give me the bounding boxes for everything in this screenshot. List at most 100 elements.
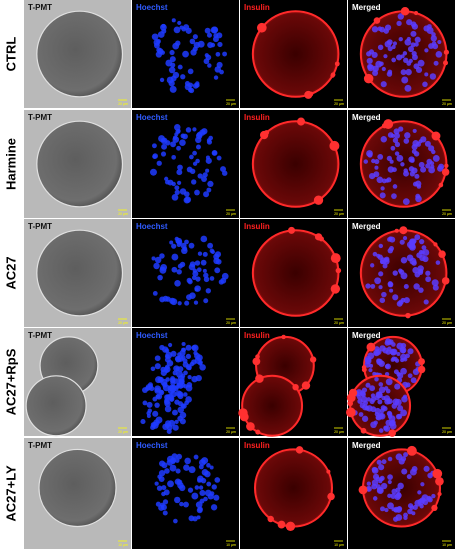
- insulin-spot: [432, 468, 443, 479]
- nucleus: [150, 421, 157, 428]
- nucleus: [404, 132, 411, 139]
- nucleus: [156, 47, 162, 53]
- panel-background: [132, 328, 239, 436]
- insulin-spot: [418, 358, 425, 366]
- insulin-spot: [400, 6, 410, 16]
- nucleus: [174, 189, 180, 195]
- nucleus: [158, 389, 165, 396]
- image-panel: [132, 219, 239, 327]
- scale-label: 20 µm: [118, 430, 128, 434]
- nucleus: [166, 424, 173, 431]
- nucleus: [140, 419, 146, 425]
- nucleus: [378, 428, 384, 433]
- nucleus: [422, 499, 429, 506]
- insulin-spot: [435, 476, 444, 486]
- nucleus: [417, 490, 422, 495]
- nucleus: [418, 161, 425, 168]
- nucleus: [379, 345, 386, 352]
- scale-label: 20 µm: [118, 212, 128, 216]
- nucleus: [184, 457, 191, 465]
- nucleus: [176, 382, 181, 387]
- insulin-spot: [287, 226, 296, 234]
- image-panel: [348, 110, 455, 218]
- nucleus: [418, 287, 424, 293]
- nucleus: [379, 259, 385, 265]
- nucleus: [424, 48, 429, 53]
- nucleus: [391, 44, 396, 50]
- nucleus: [214, 251, 222, 258]
- insulin-spot: [383, 119, 394, 129]
- nucleus: [366, 481, 371, 486]
- insulin-spot: [246, 422, 255, 431]
- nucleus: [194, 485, 200, 490]
- nucleus: [387, 281, 393, 287]
- nucleus: [151, 256, 156, 261]
- nucleus: [400, 69, 407, 76]
- nucleus: [170, 62, 176, 68]
- insulin-signal: [253, 448, 334, 528]
- nucleus: [179, 501, 184, 507]
- nucleus: [387, 346, 392, 351]
- nucleus: [425, 276, 432, 283]
- nucleus: [406, 474, 412, 480]
- nucleus: [183, 501, 189, 508]
- nucleus: [379, 61, 384, 67]
- nucleus: [390, 145, 396, 151]
- nucleus: [187, 82, 194, 88]
- nucleus: [408, 58, 413, 63]
- nucleus: [196, 267, 202, 273]
- nucleus: [388, 420, 396, 427]
- nucleus: [378, 271, 384, 277]
- image-panel: [24, 328, 131, 437]
- nucleus: [420, 166, 427, 173]
- nucleus: [146, 410, 151, 416]
- nucleus: [166, 359, 174, 367]
- nucleus: [185, 127, 192, 133]
- nucleus: [376, 176, 384, 184]
- panel-background: [132, 219, 239, 327]
- nucleus: [154, 402, 160, 408]
- nucleus: [412, 139, 420, 147]
- nucleus: [366, 57, 373, 65]
- insulin-spot: [335, 267, 342, 274]
- nucleus: [185, 344, 192, 351]
- nucleus: [421, 245, 427, 251]
- nucleus: [204, 27, 211, 34]
- nucleus: [360, 396, 368, 403]
- nucleus: [210, 26, 218, 34]
- nucleus: [430, 164, 435, 169]
- image-panel: [348, 0, 455, 108]
- nucleus: [374, 158, 380, 165]
- nucleus: [203, 496, 208, 502]
- cell-cluster: [36, 10, 124, 98]
- insulin-spot: [394, 228, 399, 233]
- nucleus: [414, 499, 422, 507]
- nucleus: [171, 243, 177, 249]
- nucleus: [214, 66, 222, 73]
- channel-label: Insulin: [244, 113, 270, 122]
- nucleus: [198, 485, 204, 490]
- nucleus: [379, 297, 386, 304]
- scale-label: 10 µm: [118, 543, 128, 547]
- nucleus: [391, 167, 397, 173]
- nucleus: [169, 396, 175, 402]
- scale-label: 20 µm: [334, 430, 344, 434]
- nucleus: [154, 385, 162, 393]
- image-panel: [132, 110, 239, 218]
- nucleus: [156, 485, 163, 491]
- nucleus: [201, 128, 208, 135]
- insulin-spot: [417, 365, 426, 374]
- insulin-spot: [413, 10, 419, 16]
- nucleus: [181, 403, 187, 409]
- nucleus: [206, 138, 212, 143]
- nucleus: [185, 353, 192, 360]
- nucleus: [177, 64, 183, 70]
- nucleus: [384, 24, 392, 31]
- nucleus: [373, 171, 380, 178]
- nucleus: [202, 251, 208, 257]
- nucleus: [207, 242, 214, 249]
- nucleus: [368, 368, 373, 373]
- nucleus: [403, 168, 408, 173]
- nucleus: [169, 49, 175, 56]
- nucleus: [174, 399, 180, 405]
